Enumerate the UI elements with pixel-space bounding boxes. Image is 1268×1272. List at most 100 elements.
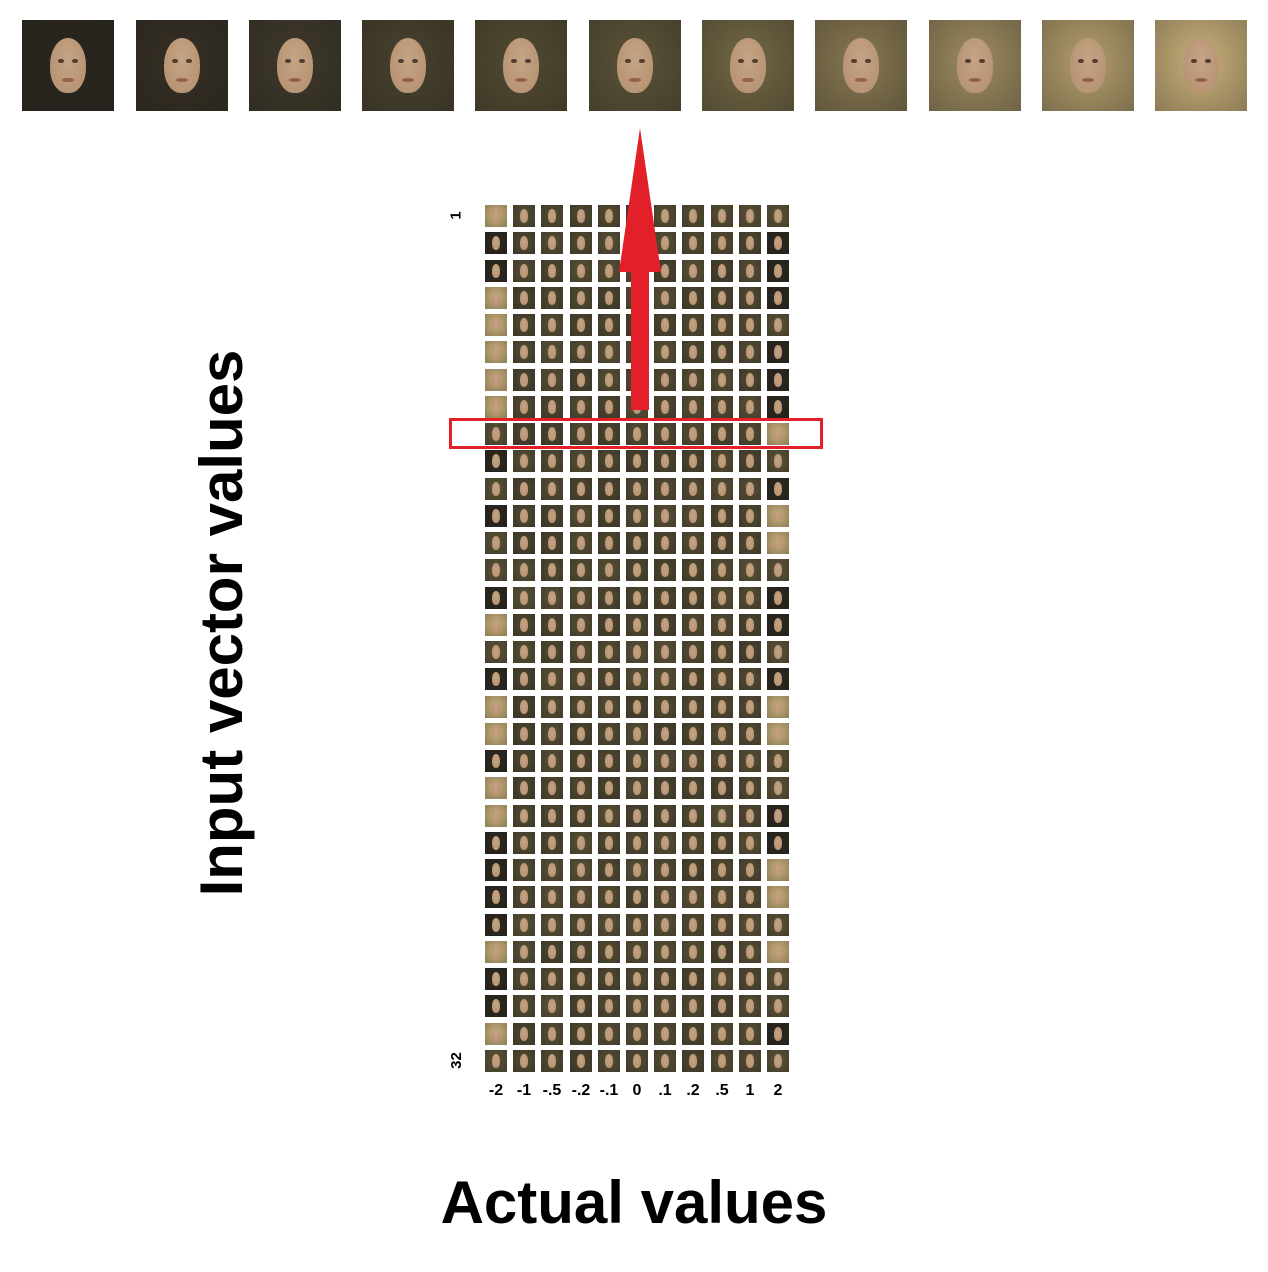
face-thumbnail (739, 205, 761, 227)
face-thumbnail (739, 450, 761, 472)
face-thumbnail (654, 859, 676, 881)
face-thumbnail (570, 723, 592, 745)
face-thumbnail (767, 205, 789, 227)
face-thumbnail (541, 260, 563, 282)
face-thumbnail (513, 886, 535, 908)
face-thumbnail (513, 832, 535, 854)
face-thumbnail (513, 668, 535, 690)
face-thumbnail (682, 859, 704, 881)
face-thumbnail (739, 614, 761, 636)
face-thumbnail (682, 914, 704, 936)
face-thumbnail (485, 232, 507, 254)
face-thumbnail (682, 587, 704, 609)
face-thumbnail (682, 995, 704, 1017)
face-thumbnail (598, 914, 620, 936)
face-thumbnail (654, 995, 676, 1017)
face-thumbnail (570, 369, 592, 391)
face-thumbnail (598, 505, 620, 527)
face-thumbnail (739, 314, 761, 336)
face-thumbnail (682, 1050, 704, 1072)
face-thumbnail (485, 914, 507, 936)
face-thumbnail (598, 1023, 620, 1045)
face-thumbnail (739, 1050, 761, 1072)
enlarged-face (929, 20, 1021, 111)
face-thumbnail (711, 641, 733, 663)
face-thumbnail (739, 232, 761, 254)
face-thumbnail (485, 559, 507, 581)
face-thumbnail (570, 341, 592, 363)
face-thumbnail (739, 723, 761, 745)
face-thumbnail (682, 314, 704, 336)
face-thumbnail (598, 423, 620, 445)
face-thumbnail (485, 614, 507, 636)
enlarged-face (475, 20, 567, 111)
face-thumbnail (682, 968, 704, 990)
face-thumbnail (485, 532, 507, 554)
face-thumbnail (654, 1050, 676, 1072)
face-thumbnail (739, 641, 761, 663)
face-thumbnail (570, 478, 592, 500)
x-tick-label: -.2 (571, 1082, 591, 1099)
face-thumbnail (682, 232, 704, 254)
face-thumbnail (739, 559, 761, 581)
face-thumbnail (541, 369, 563, 391)
face-thumbnail (654, 696, 676, 718)
face-thumbnail (654, 559, 676, 581)
face-thumbnail (485, 396, 507, 418)
face-thumbnail (541, 995, 563, 1017)
face-thumbnail (485, 1023, 507, 1045)
face-thumbnail (485, 641, 507, 663)
face-thumbnail (626, 859, 648, 881)
face-thumbnail (570, 260, 592, 282)
face-thumbnail (541, 914, 563, 936)
enlarged-face (249, 20, 341, 111)
face-thumbnail (485, 314, 507, 336)
face-thumbnail (711, 232, 733, 254)
face-thumbnail (767, 914, 789, 936)
enlarged-face-strip (0, 0, 1268, 130)
face-thumbnail (485, 450, 507, 472)
face-thumbnail (598, 559, 620, 581)
face-thumbnail (767, 505, 789, 527)
face-thumbnail (598, 614, 620, 636)
face-thumbnail (626, 614, 648, 636)
enlarged-face (22, 20, 114, 111)
face-thumbnail (654, 777, 676, 799)
face-thumbnail (739, 941, 761, 963)
face-thumbnail (598, 450, 620, 472)
face-thumbnail (513, 423, 535, 445)
face-thumbnail (626, 832, 648, 854)
face-thumbnail (598, 668, 620, 690)
face-thumbnail (767, 559, 789, 581)
face-thumbnail (485, 260, 507, 282)
face-thumbnail (541, 941, 563, 963)
face-thumbnail (711, 1023, 733, 1045)
face-thumbnail (598, 777, 620, 799)
face-thumbnail (513, 723, 535, 745)
x-tick-label: -.1 (599, 1082, 619, 1099)
face-thumbnail (739, 396, 761, 418)
face-thumbnail (598, 478, 620, 500)
enlarged-face (1155, 20, 1247, 111)
face-thumbnail (541, 532, 563, 554)
face-thumbnail (767, 1050, 789, 1072)
face-thumbnail (513, 450, 535, 472)
x-tick-label: -1 (516, 1082, 532, 1099)
face-thumbnail (626, 559, 648, 581)
face-thumbnail (570, 232, 592, 254)
face-thumbnail (654, 205, 676, 227)
face-thumbnail (598, 859, 620, 881)
face-thumbnail (485, 287, 507, 309)
face-thumbnail (767, 668, 789, 690)
face-thumbnail (570, 532, 592, 554)
face-thumbnail (739, 777, 761, 799)
face-thumbnail (711, 369, 733, 391)
face-thumbnail (682, 777, 704, 799)
face-thumbnail (513, 396, 535, 418)
face-thumbnail (570, 287, 592, 309)
face-thumbnail (485, 205, 507, 227)
face-thumbnail (739, 341, 761, 363)
face-thumbnail (541, 614, 563, 636)
face-thumbnail (739, 587, 761, 609)
face-thumbnail (739, 914, 761, 936)
